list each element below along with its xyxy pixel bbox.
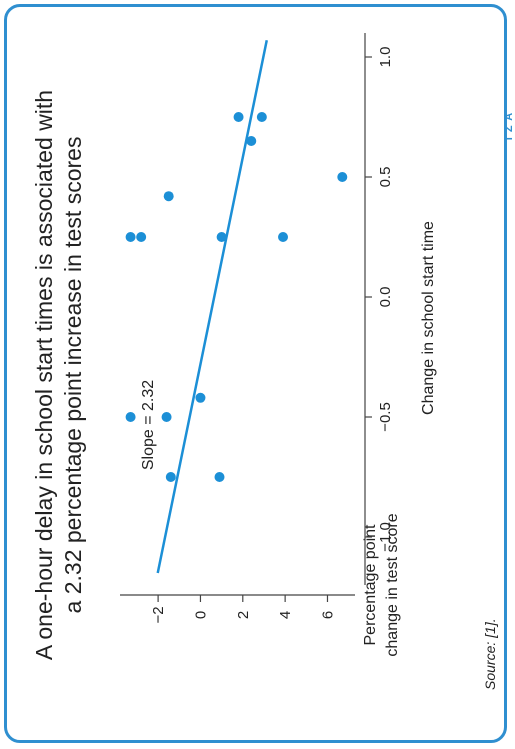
- axes: −1.0 −0.5 0.0 0.5 1.0 −2 0 2 4 6: [120, 33, 394, 624]
- x-tick-label: 0.0: [377, 287, 394, 308]
- data-point: [214, 472, 225, 482]
- data-point: [125, 412, 136, 422]
- data-point: [195, 392, 206, 403]
- regression-line: [156, 39, 268, 574]
- data-point: [246, 136, 257, 146]
- chart-marks: [125, 39, 348, 574]
- data-point: [216, 232, 227, 242]
- slope-annotation: Slope = 2.32: [140, 380, 157, 470]
- data-point: [136, 232, 147, 242]
- y-tick-label: 4: [277, 611, 294, 619]
- iza-logo: I Z A: [503, 112, 515, 140]
- x-axis-label: Change in school start time: [420, 221, 437, 415]
- data-point: [256, 112, 267, 122]
- data-point: [233, 112, 244, 122]
- card-title-line-2: a 2.32 percentage point increase in test…: [60, 137, 86, 614]
- y-tick-label: 0: [192, 611, 209, 619]
- x-tick-label: −0.5: [377, 402, 394, 432]
- card-frame: [4, 4, 507, 743]
- data-point: [163, 191, 174, 202]
- data-point: [278, 232, 289, 242]
- y-tick-label: 2: [235, 611, 252, 619]
- x-tick-label: −1.0: [377, 522, 394, 552]
- data-point: [125, 232, 136, 242]
- source-note: Source: [1].: [482, 618, 498, 690]
- data-point: [165, 472, 176, 482]
- y-axis-label-line-2: change in test score: [384, 513, 401, 656]
- card-title-line-1: A one-hour delay in school start times i…: [31, 90, 57, 660]
- y-axis-label-line-1: Percentage point: [362, 524, 379, 646]
- data-point: [337, 172, 348, 182]
- x-tick-label: 0.5: [377, 167, 394, 188]
- y-tick-label: 6: [319, 611, 336, 619]
- data-point: [161, 412, 172, 422]
- y-tick-label: −2: [150, 606, 167, 623]
- x-tick-label: 1.0: [377, 47, 394, 68]
